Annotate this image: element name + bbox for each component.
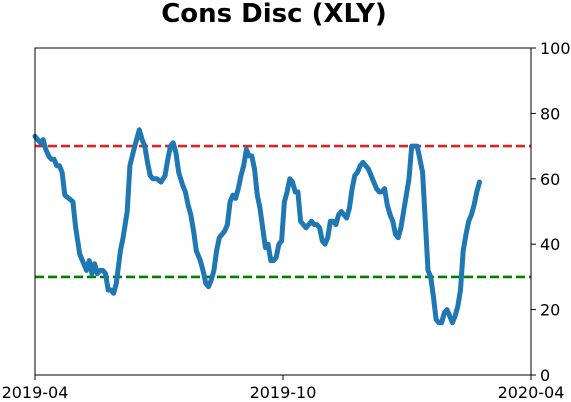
plot-area (32, 127, 531, 326)
x-tick-label: 2019-10 (250, 383, 317, 402)
x-tick-label: 2020-04 (498, 383, 565, 402)
series-line-0 (32, 127, 482, 326)
axes: 0 20 40 60 80 100 2019-04 2019-10 2020-04 (2, 39, 571, 402)
y-tick-label: 0 (540, 366, 550, 385)
y-tick-label: 60 (540, 170, 560, 189)
y-tick-label: 40 (540, 235, 560, 254)
y-tick-label: 100 (540, 39, 571, 58)
x-tick-label: 2019-04 (2, 383, 69, 402)
chart-title: Cons Disc (XLY) (161, 0, 387, 29)
y-tick-label: 20 (540, 301, 560, 320)
y-tick-label: 80 (540, 104, 560, 123)
